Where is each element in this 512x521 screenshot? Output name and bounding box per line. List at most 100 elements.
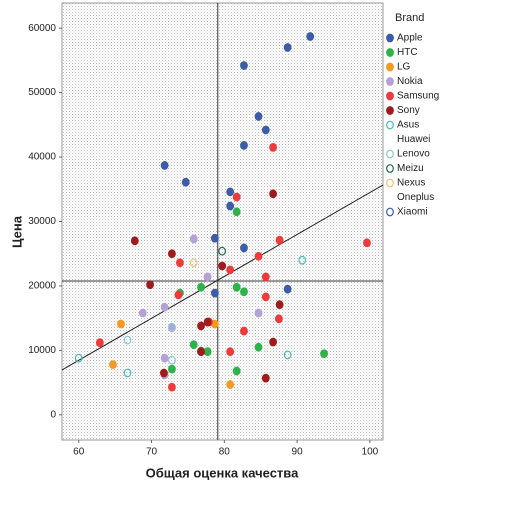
point xyxy=(138,308,147,318)
point xyxy=(176,258,184,268)
point xyxy=(275,314,283,324)
point xyxy=(269,337,277,347)
point xyxy=(168,355,176,365)
legend-symbol xyxy=(386,62,394,72)
point xyxy=(95,338,104,348)
point xyxy=(189,258,198,268)
point xyxy=(123,368,132,378)
point xyxy=(168,322,176,332)
point xyxy=(226,380,235,389)
point xyxy=(146,280,154,290)
y-tick-label: 50000 xyxy=(28,87,56,98)
point xyxy=(306,32,315,41)
point xyxy=(197,282,205,292)
point xyxy=(298,255,307,265)
point xyxy=(275,300,284,310)
point xyxy=(74,353,83,363)
point xyxy=(240,61,248,70)
y-tick-label: 30000 xyxy=(28,216,56,227)
point xyxy=(203,347,212,357)
fit-line xyxy=(61,184,384,371)
point xyxy=(197,347,205,357)
legend-symbol xyxy=(386,193,394,202)
legend-label: Lenovo xyxy=(397,149,430,160)
legend-symbol xyxy=(386,164,394,173)
x-tick-label: 90 xyxy=(292,447,304,458)
point xyxy=(232,366,241,376)
legend-symbol xyxy=(386,207,394,217)
point xyxy=(226,347,235,357)
point xyxy=(160,161,169,170)
point xyxy=(269,142,277,152)
point xyxy=(232,207,241,217)
point xyxy=(160,368,168,378)
point xyxy=(254,251,263,261)
x-tick-label: 70 xyxy=(146,447,158,458)
point xyxy=(240,141,248,150)
legend-symbol xyxy=(386,135,394,144)
point xyxy=(210,288,219,298)
legend-label: Sony xyxy=(397,105,420,116)
point xyxy=(109,360,117,369)
point xyxy=(168,382,176,392)
point xyxy=(283,284,292,294)
legend-label: Meizu xyxy=(397,163,424,174)
y-tick-label: 60000 xyxy=(28,23,56,34)
point xyxy=(203,272,212,282)
x-axis-title: Общая оценка качества xyxy=(146,465,299,480)
x-tick-label: 80 xyxy=(219,447,231,458)
point xyxy=(232,282,241,292)
point xyxy=(197,321,205,331)
point xyxy=(275,235,284,245)
legend-symbol xyxy=(386,149,394,159)
legend-label: Huawei xyxy=(397,134,430,145)
point xyxy=(226,265,235,275)
legend-symbol xyxy=(386,77,394,86)
point xyxy=(283,43,292,52)
point xyxy=(181,177,190,187)
point xyxy=(168,249,176,259)
legend-symbol xyxy=(386,48,394,57)
point xyxy=(254,342,263,352)
legend-label: Oneplus xyxy=(397,192,434,203)
point xyxy=(218,246,227,256)
point xyxy=(283,350,292,360)
point xyxy=(240,326,248,336)
legend-label: Asus xyxy=(397,120,419,131)
point xyxy=(189,234,198,244)
legend-label: Xiaomi xyxy=(397,207,428,218)
legend-label: Apple xyxy=(397,33,423,44)
legend-symbol xyxy=(386,106,394,115)
x-tick-label: 60 xyxy=(73,447,85,458)
point xyxy=(203,317,212,327)
point xyxy=(240,287,248,297)
point xyxy=(226,187,235,197)
point xyxy=(254,112,263,121)
legend-label: LG xyxy=(397,62,411,73)
point xyxy=(261,272,270,282)
x-tick-label: 100 xyxy=(362,447,379,458)
plot-area xyxy=(61,2,384,441)
legend-symbol xyxy=(386,120,394,130)
point xyxy=(269,189,277,199)
point xyxy=(117,319,125,329)
point xyxy=(218,261,227,271)
point xyxy=(261,373,270,383)
point xyxy=(130,236,139,246)
point xyxy=(123,335,132,345)
point xyxy=(261,125,270,135)
legend-symbol xyxy=(386,178,394,188)
point xyxy=(363,238,371,248)
point xyxy=(232,192,241,202)
legend-symbol xyxy=(386,91,394,101)
legend-label: Nokia xyxy=(397,76,423,87)
point xyxy=(168,364,176,374)
point xyxy=(174,290,183,300)
legend-label: Nexus xyxy=(397,178,425,189)
legend-label: Samsung xyxy=(397,91,439,102)
legend-symbol xyxy=(386,33,394,43)
point xyxy=(226,201,235,211)
y-axis-title: Цена xyxy=(9,215,24,248)
y-tick-label: 20000 xyxy=(28,281,56,292)
